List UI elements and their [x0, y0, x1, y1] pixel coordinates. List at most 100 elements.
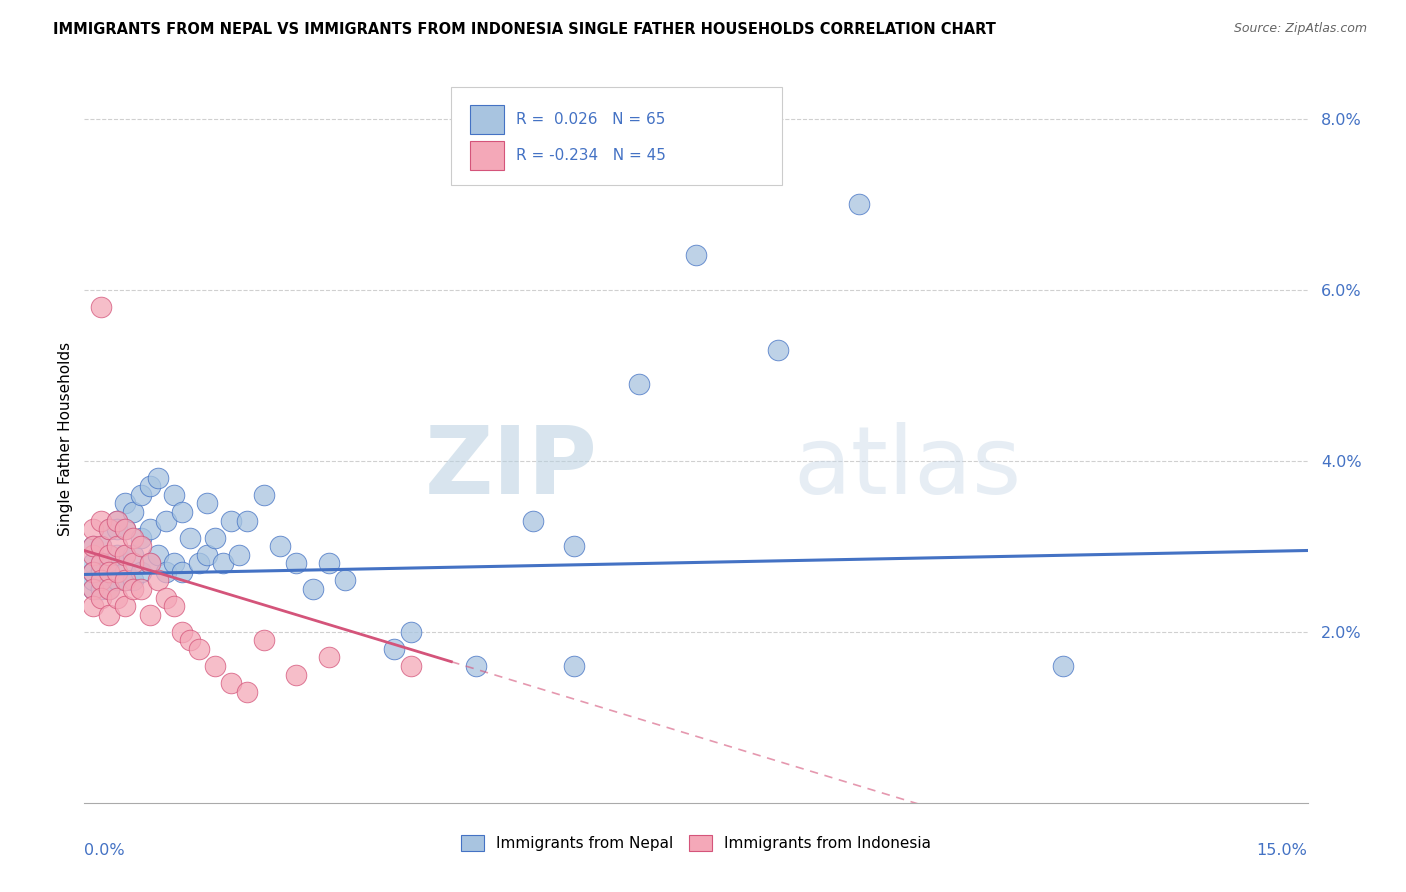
Point: [195, 548, 218, 562]
Point: [105, 514, 128, 528]
Point: [146, 574, 169, 588]
Point: [269, 539, 291, 553]
Point: [82, 548, 104, 562]
Point: [114, 496, 136, 510]
Point: [253, 488, 276, 502]
Point: [138, 607, 160, 622]
Point: [163, 599, 186, 613]
FancyBboxPatch shape: [470, 141, 503, 170]
Point: [236, 514, 259, 528]
Point: [105, 539, 128, 553]
Point: [82, 582, 104, 596]
Point: [163, 488, 186, 502]
Point: [114, 548, 136, 562]
Point: [187, 557, 209, 571]
Point: [399, 659, 422, 673]
Point: [82, 574, 104, 588]
Point: [97, 582, 120, 596]
Point: [522, 514, 544, 528]
Point: [172, 624, 194, 639]
Point: [253, 633, 276, 648]
Point: [163, 557, 186, 571]
Point: [204, 531, 226, 545]
Point: [97, 522, 120, 536]
Point: [82, 539, 104, 553]
Point: [105, 574, 128, 588]
Point: [97, 557, 120, 571]
Point: [82, 565, 104, 579]
Point: [90, 539, 112, 553]
FancyBboxPatch shape: [451, 87, 782, 185]
Point: [382, 641, 405, 656]
Text: 0.0%: 0.0%: [84, 843, 125, 858]
Point: [562, 659, 585, 673]
Point: [155, 565, 177, 579]
Point: [195, 496, 218, 510]
Point: [122, 531, 145, 545]
Point: [82, 599, 104, 613]
Point: [114, 574, 136, 588]
Point: [97, 548, 120, 562]
Point: [97, 565, 120, 579]
Point: [766, 343, 789, 357]
Point: [114, 599, 136, 613]
Point: [138, 479, 160, 493]
Point: [204, 659, 226, 673]
Point: [114, 522, 136, 536]
Point: [562, 539, 585, 553]
Point: [90, 557, 112, 571]
Point: [1052, 659, 1074, 673]
Point: [82, 522, 104, 536]
Point: [97, 565, 120, 579]
Point: [219, 676, 242, 690]
Point: [114, 574, 136, 588]
Point: [105, 522, 128, 536]
Point: [122, 505, 145, 519]
Point: [301, 582, 323, 596]
Point: [172, 505, 194, 519]
Point: [82, 557, 104, 571]
Point: [90, 514, 112, 528]
Point: [90, 557, 112, 571]
Point: [105, 591, 128, 605]
Point: [138, 557, 160, 571]
Point: [122, 574, 145, 588]
Point: [90, 539, 112, 553]
Point: [105, 548, 128, 562]
Point: [131, 539, 153, 553]
Text: 15.0%: 15.0%: [1257, 843, 1308, 858]
Point: [90, 300, 112, 314]
Point: [90, 591, 112, 605]
Point: [131, 488, 153, 502]
Point: [138, 557, 160, 571]
Point: [97, 582, 120, 596]
Point: [228, 548, 250, 562]
Point: [122, 557, 145, 571]
Point: [131, 582, 153, 596]
Legend: Immigrants from Nepal, Immigrants from Indonesia: Immigrants from Nepal, Immigrants from I…: [456, 829, 936, 857]
Point: [114, 565, 136, 579]
Point: [212, 557, 235, 571]
Point: [179, 633, 201, 648]
Point: [97, 607, 120, 622]
Point: [285, 667, 308, 681]
Text: ZIP: ZIP: [425, 423, 598, 515]
Point: [318, 650, 340, 665]
Point: [848, 197, 870, 211]
Point: [122, 582, 145, 596]
Point: [285, 557, 308, 571]
Point: [82, 539, 104, 553]
Point: [627, 376, 650, 391]
Point: [114, 548, 136, 562]
Point: [90, 574, 112, 588]
Text: Source: ZipAtlas.com: Source: ZipAtlas.com: [1233, 22, 1367, 36]
Point: [82, 582, 104, 596]
Point: [155, 514, 177, 528]
Point: [155, 591, 177, 605]
Point: [399, 624, 422, 639]
Text: R = -0.234   N = 45: R = -0.234 N = 45: [516, 148, 666, 163]
Point: [105, 514, 128, 528]
Point: [236, 684, 259, 698]
Point: [90, 565, 112, 579]
Point: [335, 574, 357, 588]
